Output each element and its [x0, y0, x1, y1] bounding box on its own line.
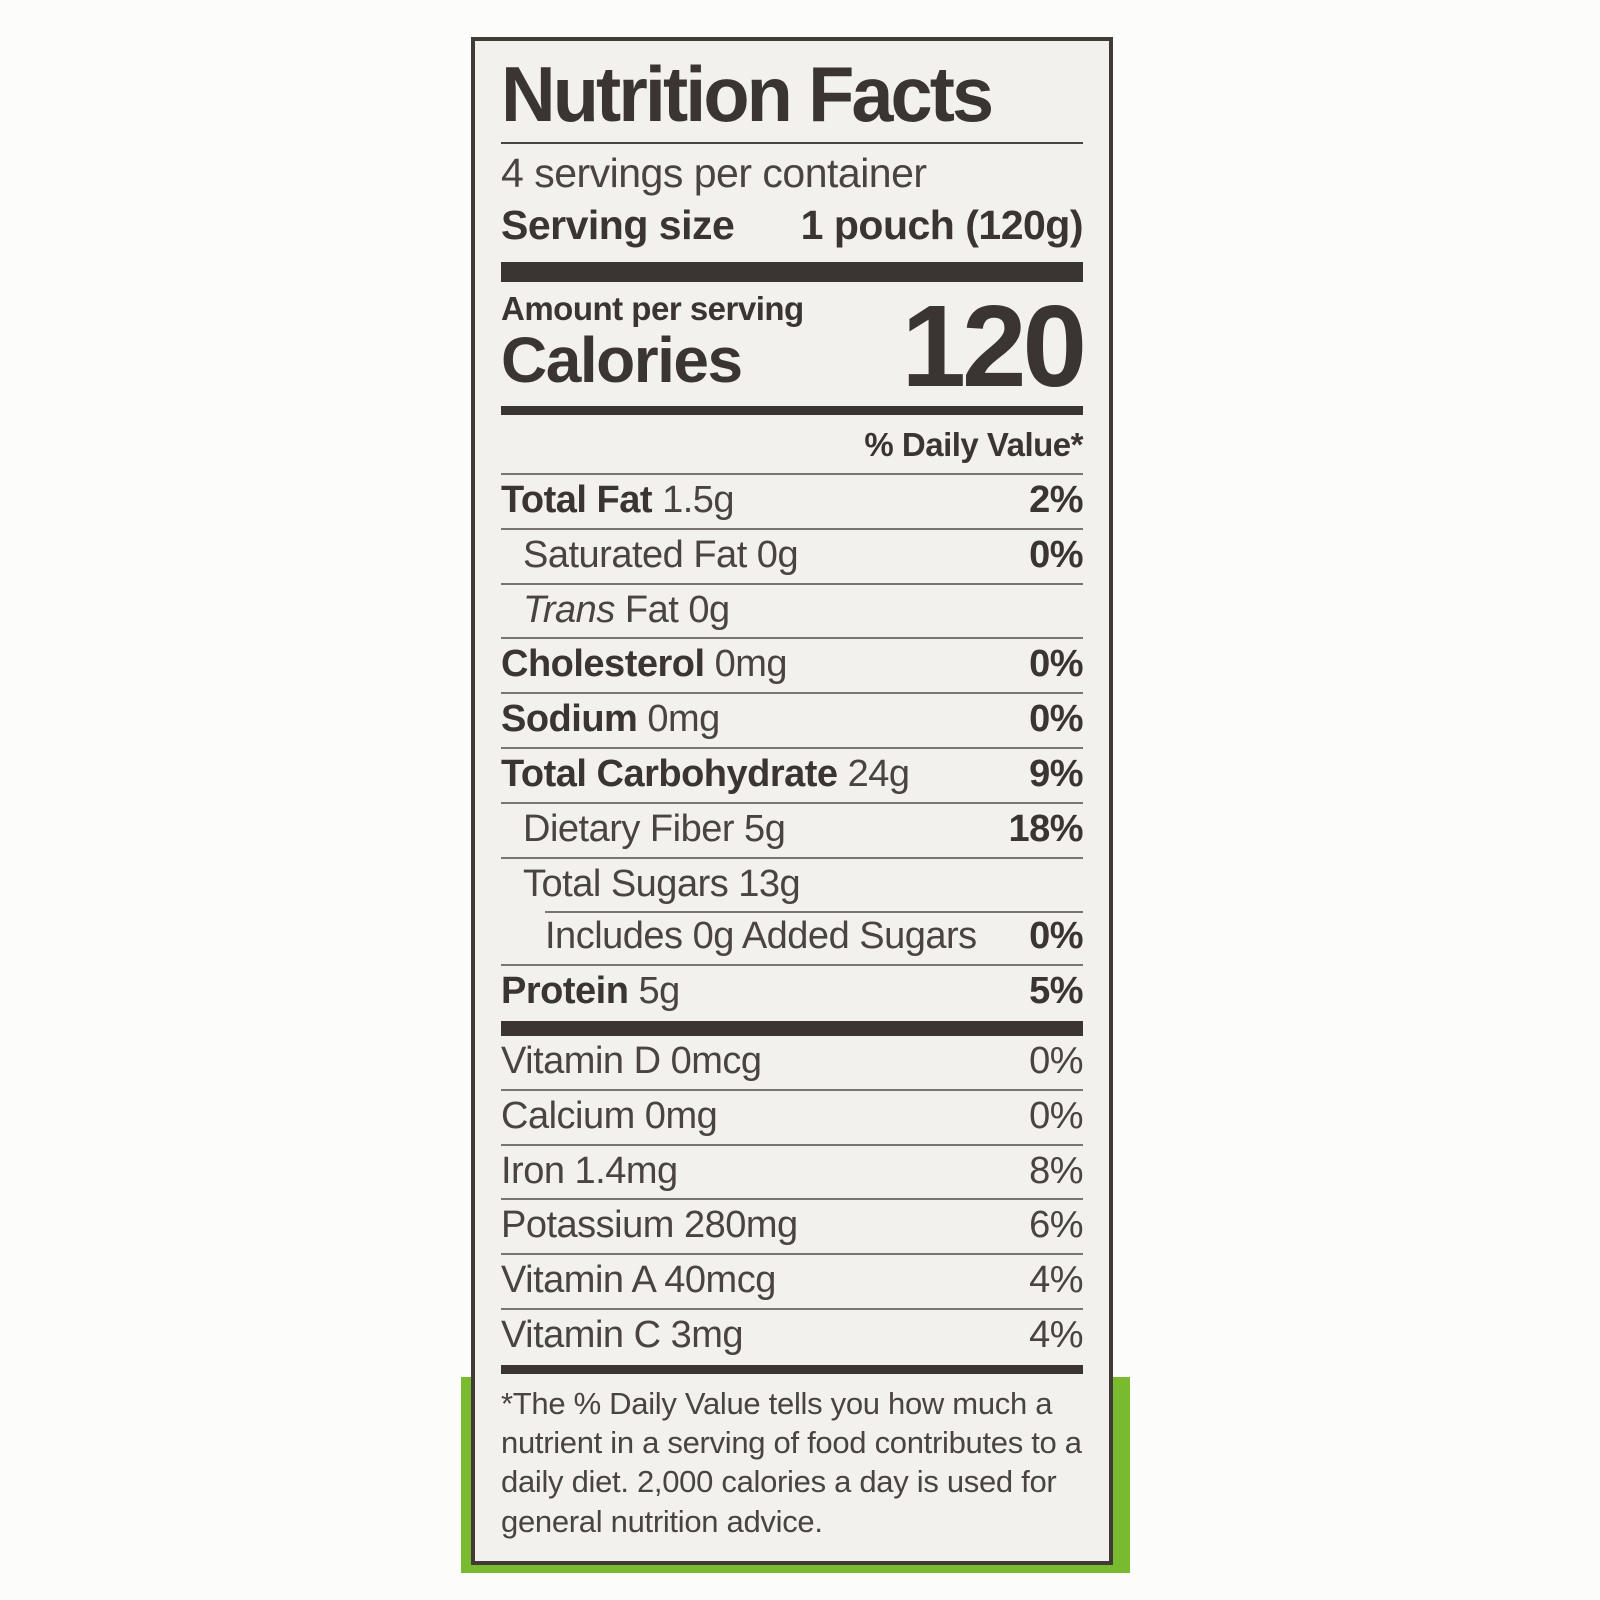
medium-divider-bar [501, 406, 1083, 416]
micronutrient-row: Vitamin D 0mcg 0% [501, 1036, 1083, 1089]
nutrition-facts-title: Nutrition Facts [501, 50, 994, 138]
micronutrient-row-daily-value: 8% [1029, 1149, 1083, 1192]
micronutrient-row-daily-value: 0% [1029, 1039, 1083, 1082]
nutrient-row-amount: 24g [837, 753, 910, 796]
nutrition-facts-panel: Nutrition Facts 4 servings per container… [471, 37, 1113, 1565]
nutrient-row: Total Carbohydrate 24g 9% [501, 747, 1083, 802]
micronutrient-row: Calcium 0mg 0% [501, 1088, 1083, 1144]
nutrient-row-amount: 0g [678, 588, 730, 631]
nutrient-row-amount: 0mg [637, 698, 720, 741]
nutrient-row-name: Trans Fat 0g [523, 588, 730, 631]
nutrient-row-name: Total Carbohydrate 24g [501, 753, 910, 796]
micronutrient-row: Potassium 280mg 6% [501, 1198, 1083, 1253]
nutrient-row: Dietary Fiber 5g 18% [501, 801, 1083, 857]
micronutrient-row-amount: 1.4mg [564, 1149, 679, 1192]
nutrient-row-name: Cholesterol 0mg [501, 643, 788, 686]
micronutrient-row-daily-value: 0% [1029, 1094, 1083, 1137]
micronutrient-row: Iron 1.4mg 8% [501, 1143, 1083, 1199]
nutrient-row-daily-value: 0% [1029, 643, 1083, 686]
micronutrient-row-daily-value: 4% [1029, 1259, 1083, 1302]
calories-value: 120 [901, 281, 1087, 412]
title-divider [501, 141, 1083, 144]
nutrient-row-name: Sodium 0mg [501, 698, 720, 741]
micronutrient-row-name: Calcium 0mg [501, 1094, 718, 1137]
micronutrient-row-name: Vitamin D 0mcg [501, 1039, 762, 1082]
nutrient-row-amount: 1.5g [652, 479, 735, 522]
nutrient-row-daily-value: 0% [1029, 915, 1083, 958]
nutrient-row-amount: 5g [628, 970, 680, 1013]
nutrient-row-name: Includes 0g Added Sugars [545, 915, 977, 958]
nutrient-row-daily-value: 2% [1029, 479, 1083, 522]
nutrient-row-name: Saturated Fat 0g [523, 533, 799, 576]
nutrient-row-name: Dietary Fiber 5g [523, 807, 786, 850]
micronutrient-row-name: Vitamin A 40mcg [501, 1259, 776, 1302]
thick-divider-bar [501, 261, 1083, 282]
micronutrient-rows: Vitamin D 0mcg 0% Calcium 0mg 0% Iron 1.4mg 8… [501, 1036, 1083, 1363]
micronutrient-row-name: Potassium 280mg [501, 1204, 798, 1247]
nutrient-row: Includes 0g Added Sugars 0% [501, 911, 1083, 964]
micronutrient-row-daily-value: 4% [1029, 1313, 1083, 1356]
nutrient-row-amount: 0mg [704, 643, 788, 686]
micronutrient-row: Vitamin C 3mg 4% [501, 1307, 1083, 1363]
micronutrient-row-name: Iron 1.4mg [501, 1149, 679, 1192]
nutrient-row: Total Sugars 13g [501, 856, 1083, 912]
nutrient-row: Cholesterol 0mg 0% [501, 637, 1083, 692]
thick-divider-bar-2 [501, 1021, 1083, 1036]
daily-value-footnote: *The % Daily Value tells you how much a … [501, 1385, 1082, 1539]
nutrient-row-amount: 0g [746, 533, 799, 576]
micronutrient-row-amount: 280mg [673, 1204, 798, 1247]
nutrient-row-daily-value: 18% [1008, 807, 1083, 850]
nutrient-rows: Total Fat 1.5g 2% Saturated Fat 0g 0% Trans … [501, 473, 1083, 1019]
nutrient-row-daily-value: 0% [1029, 533, 1083, 576]
micronutrient-row-name: Vitamin C 3mg [501, 1313, 744, 1356]
calories-block: Amount per serving Calories 120 [501, 281, 1087, 412]
serving-size-value: 1 pouch (120g) [800, 201, 1084, 248]
calories-left: Amount per serving Calories [501, 290, 804, 393]
micronutrient-row-amount: 0mg [634, 1094, 718, 1137]
micronutrient-row-daily-value: 6% [1029, 1204, 1083, 1247]
amount-per-serving-label: Amount per serving [501, 289, 804, 327]
nutrient-row-daily-value: 9% [1029, 753, 1083, 796]
micronutrient-row: Vitamin A 40mcg 4% [501, 1253, 1083, 1308]
servings-per-container: 4 servings per container [501, 149, 927, 196]
nutrient-row-name: Total Fat 1.5g [501, 479, 735, 522]
nutrient-row-daily-value: 5% [1029, 970, 1083, 1013]
calories-label: Calories [501, 323, 743, 396]
nutrient-row: Sodium 0mg 0% [501, 692, 1083, 747]
nutrient-row-amount: 13g [728, 862, 801, 905]
serving-size-row: Serving size 1 pouch (120g) [501, 201, 1084, 248]
nutrient-row: Protein 5g 5% [501, 964, 1083, 1019]
nutrient-row-name: Total Sugars 13g [523, 862, 801, 905]
nutrient-row: Trans Fat 0g [501, 582, 1083, 638]
daily-value-header: % Daily Value* [864, 426, 1083, 464]
micronutrient-row-amount: 40mcg [654, 1259, 776, 1302]
nutrient-row-amount: 5g [734, 807, 786, 850]
serving-size-label: Serving size [501, 201, 735, 248]
nutrient-row-daily-value: 0% [1029, 698, 1083, 741]
medium-divider-bar-2 [501, 1364, 1083, 1374]
micronutrient-row-amount: 3mg [660, 1313, 744, 1356]
nutrient-row-name: Protein 5g [501, 970, 680, 1013]
nutrient-row: Total Fat 1.5g 2% [501, 473, 1083, 528]
micronutrient-row-amount: 0mcg [660, 1039, 762, 1082]
nutrient-row: Saturated Fat 0g 0% [501, 527, 1083, 583]
